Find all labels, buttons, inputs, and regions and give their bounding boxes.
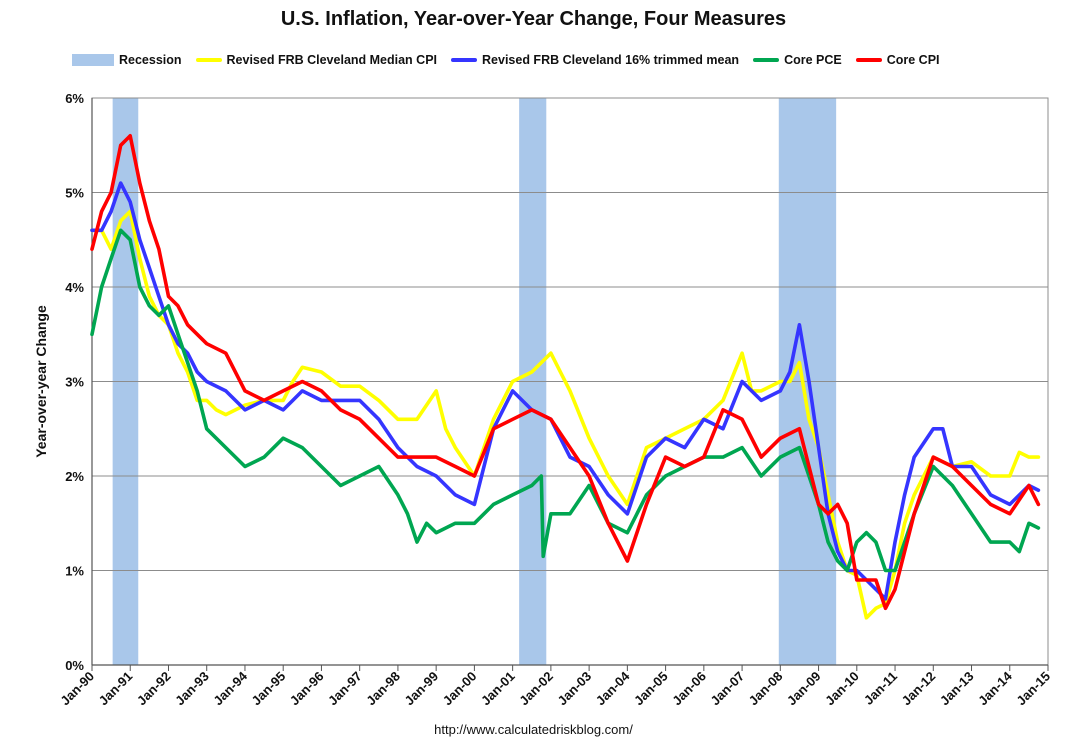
x-tick-label: Jan-98 — [363, 669, 403, 709]
x-tick-label: Jan-99 — [402, 669, 442, 709]
x-tick-label: Jan-97 — [325, 669, 365, 709]
x-tick-label: Jan-93 — [172, 669, 212, 709]
y-tick-label: 4% — [65, 280, 84, 295]
y-tick-label: 2% — [65, 469, 84, 484]
y-tick-label: 5% — [65, 186, 84, 201]
series-trimmed-mean-line — [90, 181, 1041, 601]
legend-item-recession: Recession — [72, 53, 182, 67]
x-tick-label: Jan-96 — [287, 669, 327, 709]
legend-item-core-cpi: Core CPI — [855, 53, 940, 67]
legend-swatch-core-cpi — [855, 58, 882, 62]
x-tick-label: Jan-13 — [937, 669, 977, 709]
y-tick-label: 3% — [65, 375, 84, 390]
x-tick-label: Jan-94 — [210, 668, 250, 708]
legend-swatch-median-cpi — [195, 58, 222, 62]
x-tick-label: Jan-08 — [746, 669, 786, 709]
x-tick-label: Jan-14 — [975, 668, 1015, 708]
x-tick-label: Jan-02 — [516, 669, 556, 709]
chart-title: U.S. Inflation, Year-over-Year Change, F… — [280, 8, 787, 30]
x-tick-label: Jan-92 — [134, 669, 174, 709]
x-tick-label: Jan-10 — [822, 669, 862, 709]
legend-label-median-cpi: Revised FRB Cleveland Median CPI — [226, 53, 438, 67]
x-tick-label: Jan-91 — [96, 669, 136, 709]
y-tick-label: 6% — [65, 91, 84, 106]
x-tick-label: Jan-05 — [631, 669, 671, 709]
y-tick-label: 0% — [65, 658, 84, 673]
legend-label-core-cpi: Core CPI — [886, 53, 940, 67]
legend-label-recession: Recession — [119, 53, 182, 67]
legend-label-core-pce: Core PCE — [784, 53, 842, 67]
legend: Recession Revised FRB Cleveland Median C… — [72, 50, 940, 70]
legend-item-core-pce: Core PCE — [753, 53, 842, 67]
series-core-cpi-line — [90, 134, 1041, 611]
series-core-pce-line — [90, 228, 1041, 573]
legend-label-trimmed-mean: Revised FRB Cleveland 16% trimmed mean — [482, 53, 740, 67]
y-tick-label: 1% — [65, 564, 84, 579]
legend-item-trimmed-mean: Revised FRB Cleveland 16% trimmed mean — [451, 53, 739, 67]
y-axis-title: Year-over-year Change — [33, 305, 49, 458]
legend-swatch-recession — [72, 54, 114, 66]
x-tick-label: Jan-15 — [1013, 669, 1053, 709]
x-tick-label: Jan-01 — [478, 669, 518, 709]
x-tick-label: Jan-07 — [707, 669, 747, 709]
source-url[interactable]: http://www.calculatedriskblog.com/ — [434, 722, 633, 737]
x-tick-label: Jan-90 — [57, 669, 97, 709]
legend-item-median-cpi: Revised FRB Cleveland Median CPI — [195, 53, 438, 67]
x-tick-label: Jan-09 — [784, 669, 824, 709]
x-tick-label: Jan-03 — [554, 669, 594, 709]
series-median-cpi-line — [90, 209, 1041, 620]
x-tick-label: Jan-04 — [593, 668, 633, 708]
x-tick-label: Jan-12 — [899, 669, 939, 709]
x-tick-label: Jan-00 — [440, 669, 480, 709]
legend-swatch-trimmed-mean — [451, 58, 478, 62]
x-tick-label: Jan-11 — [861, 669, 900, 708]
legend-swatch-core-pce — [753, 58, 780, 62]
x-tick-label: Jan-06 — [669, 669, 709, 709]
x-tick-label: Jan-95 — [249, 669, 289, 709]
